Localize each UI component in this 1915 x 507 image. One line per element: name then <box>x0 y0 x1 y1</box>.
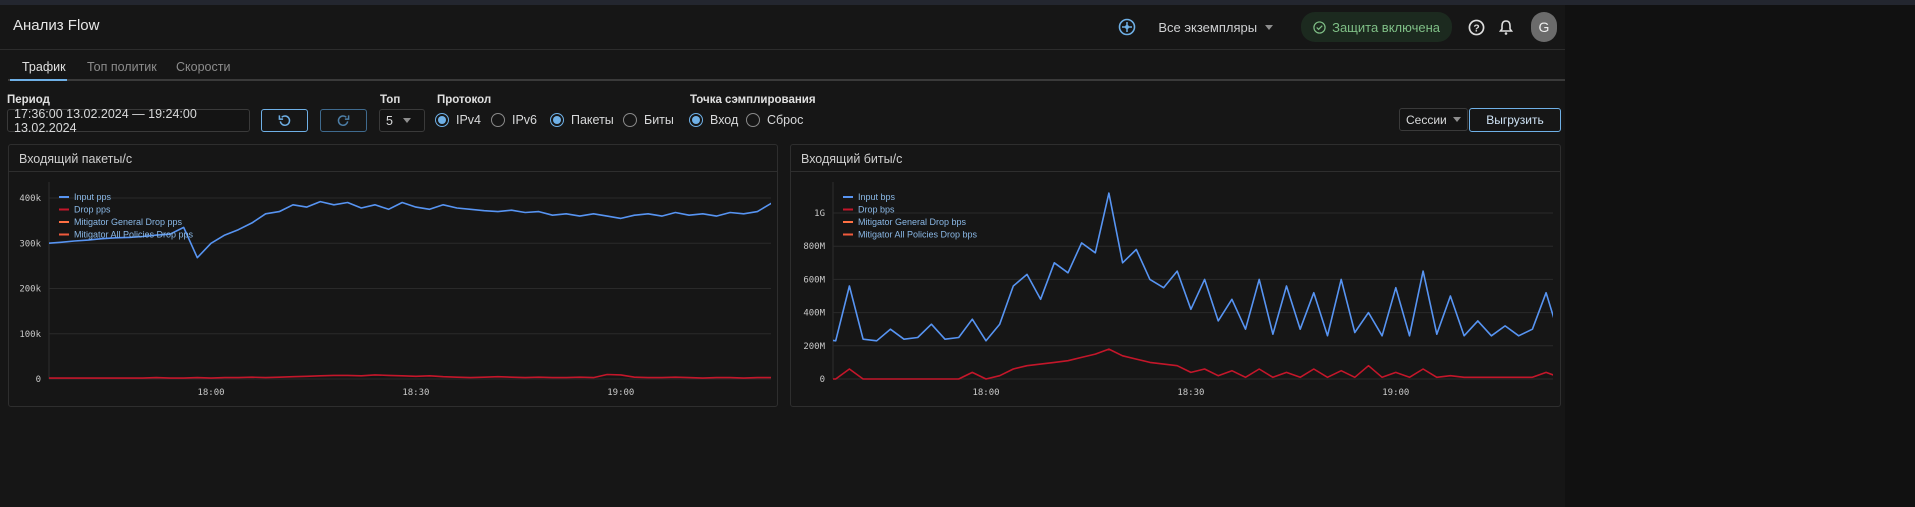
y-tick-label: 200M <box>803 342 825 352</box>
radio-circle <box>550 113 564 127</box>
panel-title: Входящий пакеты/с <box>19 152 133 166</box>
instances-dropdown[interactable]: Все экземпляры <box>1158 19 1274 35</box>
sessions-dropdown[interactable]: Сессии <box>1399 108 1468 131</box>
radio-drop[interactable]: Сброс <box>746 113 803 127</box>
radio-label: IPv4 <box>456 113 482 127</box>
radio-ipv4[interactable]: IPv4 <box>435 113 481 127</box>
protocol-label: Протокол <box>437 94 492 106</box>
export-button[interactable]: Выгрузить <box>1469 108 1561 132</box>
browser-strip <box>0 0 1915 5</box>
page-title: Анализ Flow <box>13 17 100 34</box>
help-icon[interactable]: ? <box>1468 19 1485 36</box>
series-line-input-pps <box>49 200 771 259</box>
y-tick-label: 400M <box>803 309 825 319</box>
tab-traffic[interactable]: Трафик <box>22 60 66 74</box>
chevron-down-icon <box>1265 24 1274 30</box>
radio-circle <box>689 113 703 127</box>
divider <box>791 171 1560 172</box>
x-tick-label: 18:30 <box>1177 388 1204 398</box>
radio-circle <box>491 113 505 127</box>
header: Анализ Flow Все экземпляры Защита включе… <box>0 5 1565 50</box>
y-tick-label: 0 <box>820 375 825 385</box>
right-gutter <box>1565 5 1915 507</box>
protection-label: Защита включена <box>1332 19 1440 35</box>
y-tick-label: 400k <box>19 194 41 204</box>
radio-label: IPv6 <box>512 113 538 127</box>
series-line-input-bps <box>833 192 1553 342</box>
avatar[interactable]: G <box>1531 12 1557 42</box>
radio-packets[interactable]: Пакеты <box>550 113 614 127</box>
divider <box>9 171 777 172</box>
legend-item[interactable]: Mitigator General Drop bps <box>858 217 967 227</box>
legend-item[interactable]: Drop pps <box>74 205 111 215</box>
x-tick-label: 18:30 <box>402 388 429 398</box>
top-label: Топ <box>380 94 401 106</box>
legend-item[interactable]: Input bps <box>858 192 896 202</box>
radio-ipv6[interactable]: IPv6 <box>491 113 537 127</box>
chart-panel-packets: Входящий пакеты/с 0 100k 200k 300k 400k 18:00… <box>8 144 778 407</box>
protection-status-badge: Защита включена <box>1301 12 1452 42</box>
radio-input[interactable]: Вход <box>689 113 738 127</box>
redo-icon <box>337 115 350 126</box>
active-tab-indicator <box>10 79 67 81</box>
y-tick-label: 300k <box>19 239 41 249</box>
series-line-drop-pps <box>49 373 771 379</box>
y-tick-label: 0 <box>36 375 41 385</box>
panel-title: Входящий биты/с <box>801 152 903 166</box>
y-tick-label: 600M <box>803 275 825 285</box>
sampling-label: Точка сэмплирования <box>690 94 816 106</box>
legend-item[interactable]: Mitigator General Drop pps <box>74 217 183 227</box>
instances-label: Все экземпляры <box>1158 19 1258 35</box>
check-circle-icon <box>1313 20 1326 34</box>
radio-label: Пакеты <box>571 113 614 127</box>
y-tick-label: 100k <box>19 330 41 340</box>
radio-label: Сброс <box>767 113 804 127</box>
radio-circle <box>435 113 449 127</box>
y-tick-label: 1G <box>814 209 825 219</box>
legend-item[interactable]: Mitigator All Policies Drop bps <box>858 230 978 240</box>
app: Анализ Flow Все экземпляры Защита включе… <box>0 5 1565 507</box>
network-icon[interactable] <box>1118 18 1136 36</box>
bits-chart: 0 200M 400M 600M 800M 1G 18:00 18:30 19:00 Input … <box>803 182 1553 398</box>
top-value: 5 <box>386 113 393 128</box>
legend-item[interactable]: Mitigator All Policies Drop pps <box>74 230 194 240</box>
radio-bits[interactable]: Биты <box>623 113 674 127</box>
tab-speeds[interactable]: Скорости <box>176 60 231 74</box>
y-tick-label: 200k <box>19 285 41 295</box>
legend-item[interactable]: Input pps <box>74 192 112 202</box>
undo-button[interactable] <box>261 109 308 132</box>
chart-panel-bits: Входящий биты/с 0 200M 400M 600M 800M 1G 18:00… <box>790 144 1561 407</box>
undo-icon <box>278 115 291 126</box>
x-tick-label: 18:00 <box>197 388 224 398</box>
x-tick-label: 18:00 <box>972 388 999 398</box>
redo-button[interactable] <box>320 109 367 132</box>
top-select[interactable]: 5 <box>379 109 425 132</box>
series-line-drop-bps <box>833 348 1553 380</box>
legend-item[interactable]: Drop bps <box>858 205 895 215</box>
tab-top-policies[interactable]: Топ политик <box>87 60 157 74</box>
tabs: Трафик Топ политик Скорости <box>8 57 1565 81</box>
period-label: Период <box>7 94 50 106</box>
x-tick-label: 19:00 <box>607 388 634 398</box>
radio-label: Биты <box>644 113 674 127</box>
radio-label: Вход <box>710 113 739 127</box>
svg-text:?: ? <box>1473 23 1479 34</box>
x-tick-label: 19:00 <box>1382 388 1409 398</box>
packets-chart: 0 100k 200k 300k 400k 18:00 18:30 19:00 Input pp… <box>19 182 771 398</box>
y-tick-label: 800M <box>803 242 825 252</box>
radio-circle <box>746 113 760 127</box>
chevron-down-icon <box>402 118 411 123</box>
bell-icon[interactable] <box>1499 19 1513 35</box>
chevron-down-icon <box>1452 117 1461 122</box>
sessions-label: Сессии <box>1406 112 1447 127</box>
period-input[interactable]: 17:36:00 13.02.2024 — 19:24:00 13.02.202… <box>7 107 250 135</box>
radio-circle <box>623 113 637 127</box>
